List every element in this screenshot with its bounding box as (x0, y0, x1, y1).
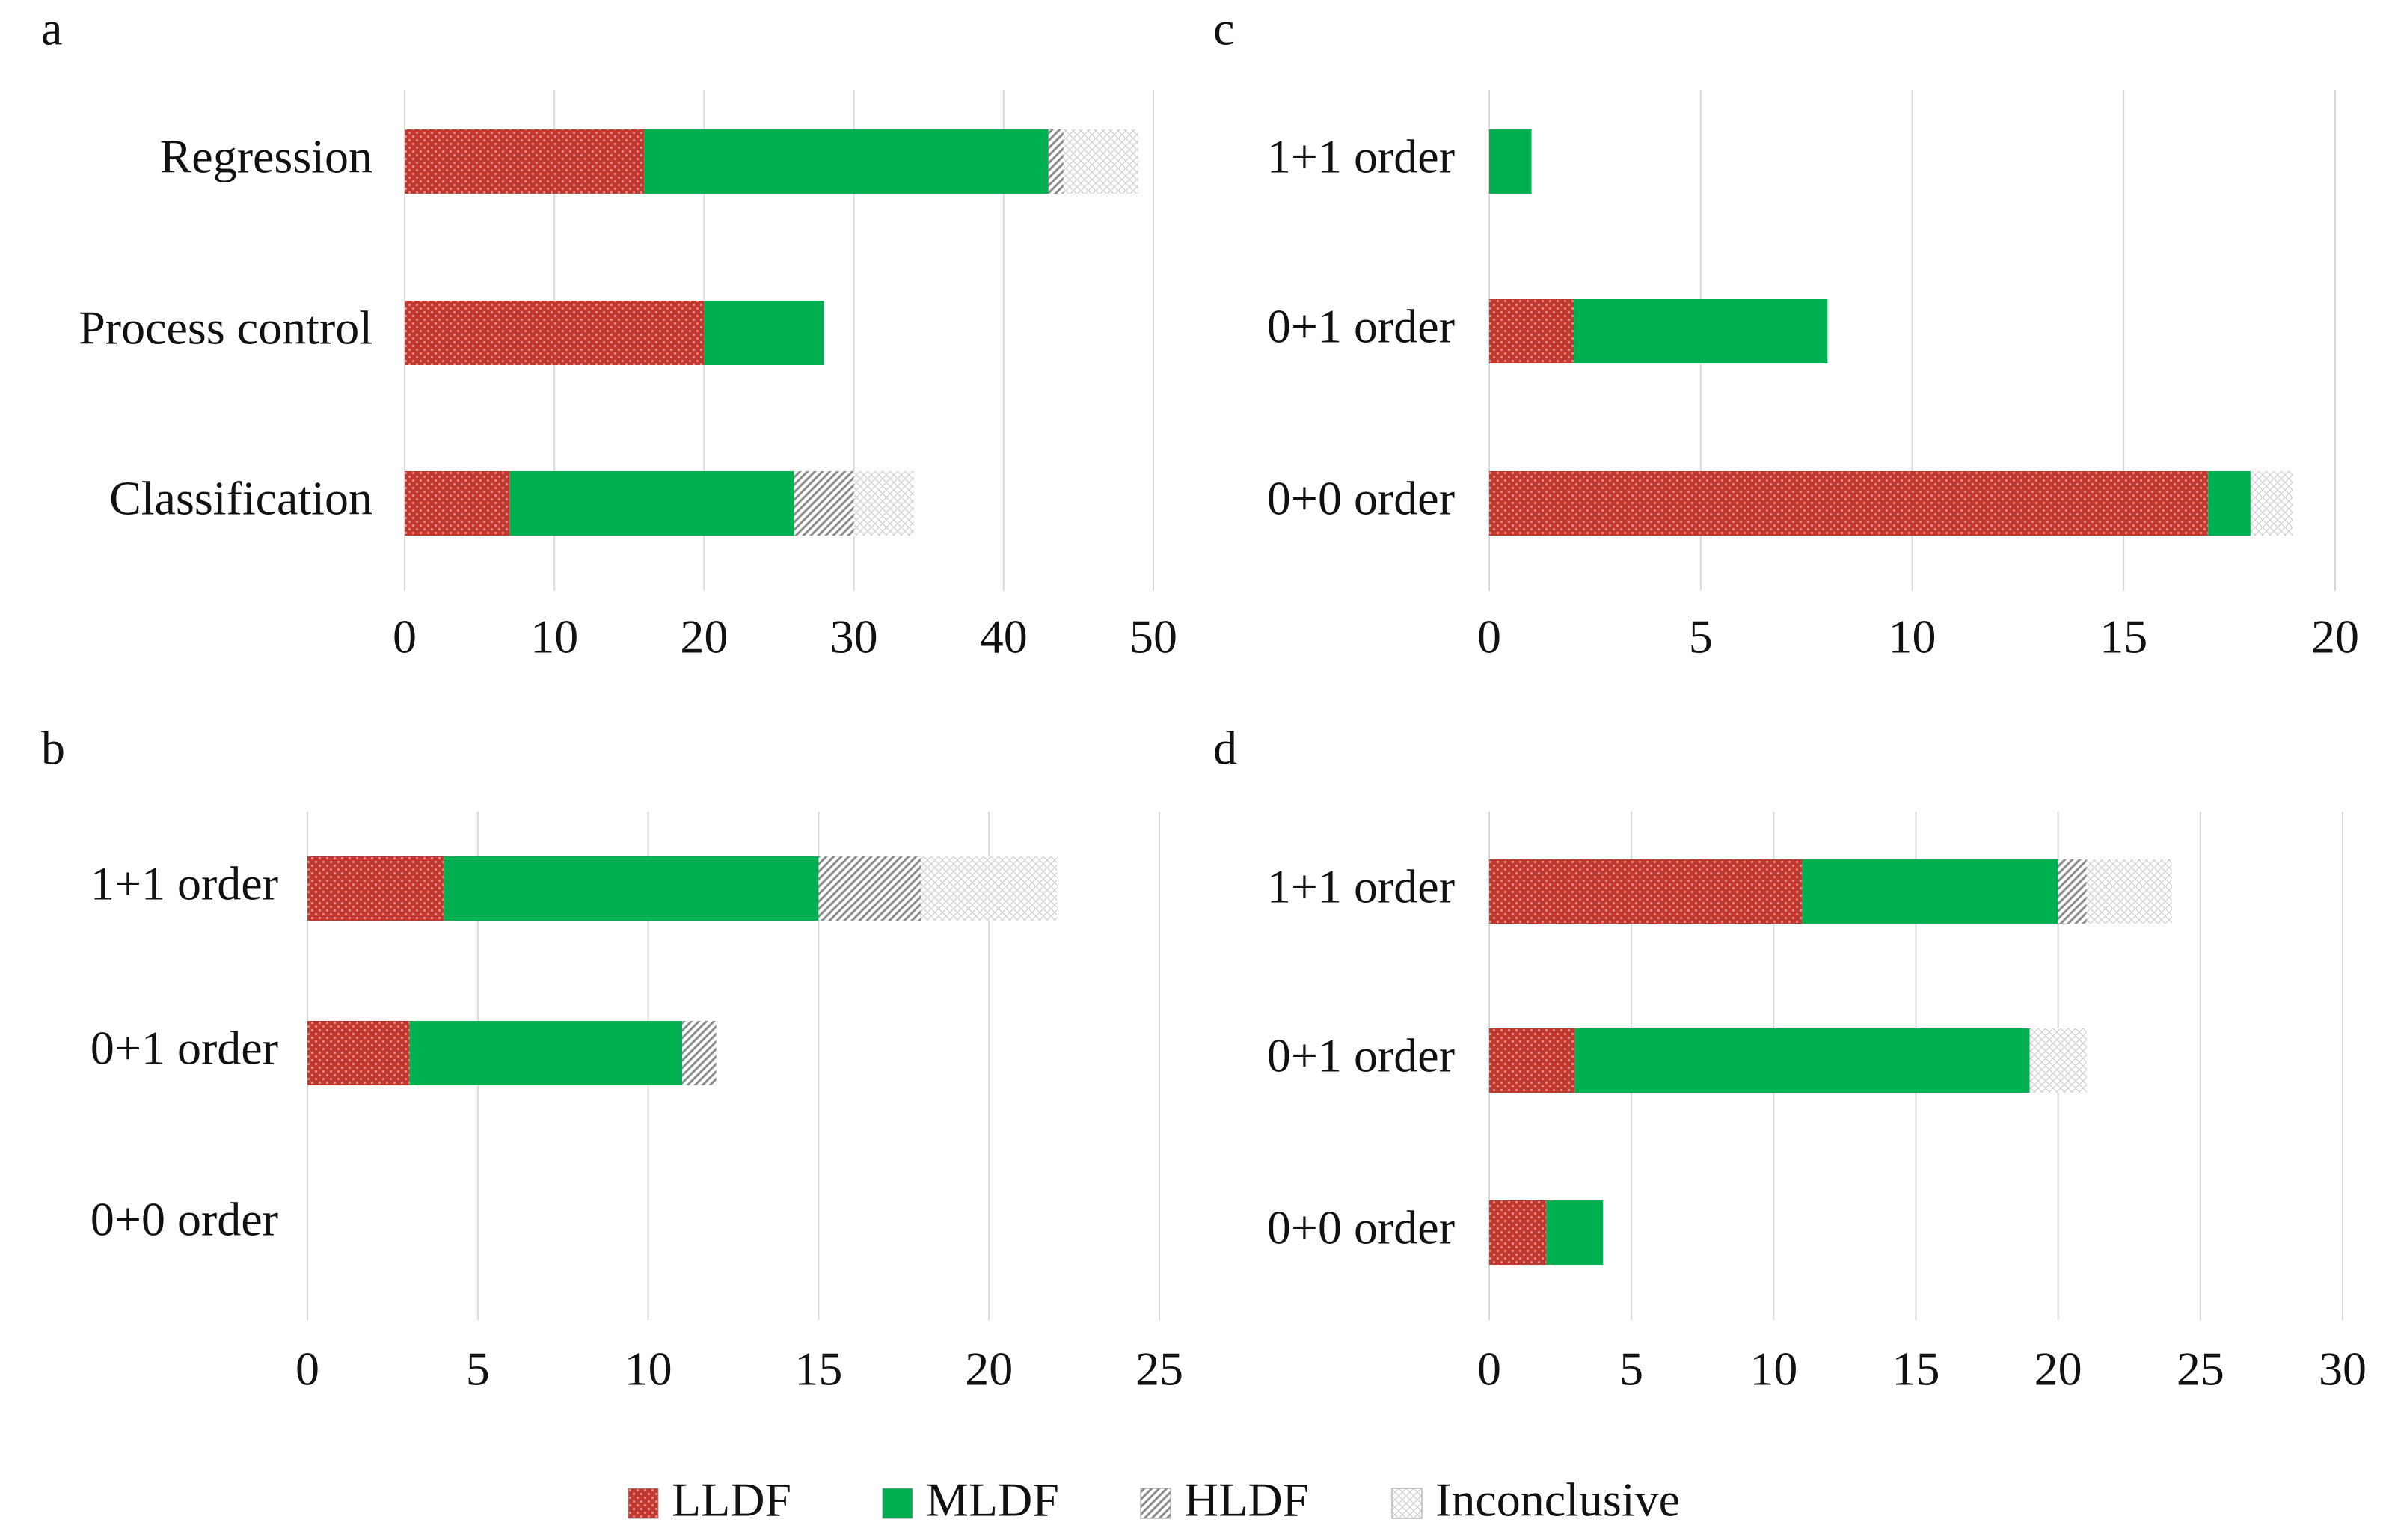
category-label: 0+0 order (1267, 1201, 1455, 1254)
bar-segment (2086, 859, 2172, 924)
panel-label: a (41, 2, 62, 55)
x-tick-label: 15 (1892, 1343, 1940, 1396)
x-tick-label: 15 (2100, 610, 2147, 663)
panel-label: d (1213, 722, 1237, 775)
category-label: 0+0 order (1267, 472, 1455, 525)
bar-segment (818, 856, 921, 921)
legend-item: LLDF (628, 1473, 791, 1527)
bar-segment (2208, 471, 2251, 536)
bar-segment (444, 856, 819, 921)
x-tick-label: 30 (830, 610, 878, 663)
x-tick-label: 25 (2177, 1343, 2224, 1396)
legend-swatch (1140, 1488, 1171, 1519)
bar-segment (644, 129, 1049, 194)
bar-segment (1574, 1028, 2030, 1093)
bar-segment (2250, 471, 2293, 536)
x-tick-label: 25 (1135, 1343, 1183, 1396)
x-tick-label: 5 (1689, 610, 1713, 663)
bar-segment (405, 301, 705, 365)
bar-segment (1489, 859, 1803, 924)
bar-segment (1489, 1200, 1547, 1265)
bar-segment (704, 301, 824, 365)
category-label: 1+1 order (1267, 860, 1455, 913)
legend-item: Inconclusive (1391, 1473, 1680, 1527)
panel-label: c (1213, 2, 1234, 55)
bar-segment (794, 471, 854, 536)
legend-item: HLDF (1140, 1473, 1309, 1527)
legend-label: LLDF (672, 1473, 791, 1527)
category-label: Classification (109, 472, 372, 525)
category-label: 0+1 order (1267, 1029, 1455, 1082)
x-tick-label: 5 (1619, 1343, 1643, 1396)
x-tick-label: 0 (393, 610, 417, 663)
bar-segment (1048, 129, 1064, 194)
legend-label: HLDF (1184, 1473, 1309, 1527)
category-label: 0+1 order (91, 1022, 278, 1075)
x-tick-label: 30 (2319, 1343, 2367, 1396)
bar-segment (1574, 299, 1828, 363)
x-tick-label: 40 (980, 610, 1028, 663)
bar-segment (921, 856, 1058, 921)
legend-label: MLDF (926, 1473, 1059, 1527)
x-tick-label: 10 (530, 610, 578, 663)
legend-swatch (1391, 1488, 1423, 1519)
x-tick-label: 20 (965, 1343, 1013, 1396)
x-tick-label: 10 (625, 1343, 672, 1396)
bar-segment (1489, 299, 1574, 363)
bar-segment (2058, 859, 2087, 924)
panel-label: b (41, 722, 65, 775)
bar-segment (307, 856, 444, 921)
bar-segment (1802, 859, 2058, 924)
x-tick-label: 50 (1129, 610, 1177, 663)
x-tick-label: 15 (794, 1343, 842, 1396)
bar-segment (682, 1021, 717, 1085)
bar-segment (307, 1021, 410, 1085)
x-tick-label: 0 (1477, 610, 1501, 663)
x-tick-label: 10 (1749, 1343, 1797, 1396)
bar-segment (1063, 129, 1138, 194)
x-tick-label: 20 (2034, 1343, 2082, 1396)
category-label: 0+0 order (91, 1193, 278, 1246)
x-tick-label: 0 (1477, 1343, 1501, 1396)
bar-segment (1489, 1028, 1575, 1093)
legend-swatch (882, 1488, 913, 1519)
category-label: Process control (79, 301, 372, 355)
x-tick-label: 20 (2311, 610, 2359, 663)
bar-segment (853, 471, 914, 536)
bar-segment (405, 129, 645, 194)
legend-swatch (628, 1488, 659, 1519)
x-tick-label: 0 (295, 1343, 319, 1396)
x-tick-label: 10 (1889, 610, 1936, 663)
legend-label: Inconclusive (1435, 1473, 1680, 1527)
category-label: 0+1 order (1267, 300, 1455, 353)
bar-segment (1489, 129, 1532, 194)
x-tick-label: 5 (466, 1343, 490, 1396)
category-label: 1+1 order (91, 857, 278, 910)
category-label: 1+1 order (1267, 130, 1455, 183)
bar-segment (409, 1021, 683, 1085)
legend-item: MLDF (882, 1473, 1059, 1527)
bar-segment (1489, 471, 2209, 536)
bar-segment (2029, 1028, 2087, 1093)
category-label: Regression (160, 130, 372, 183)
bar-segment (405, 471, 510, 536)
bar-segment (1546, 1200, 1604, 1265)
x-tick-label: 20 (680, 610, 728, 663)
bar-segment (509, 471, 794, 536)
